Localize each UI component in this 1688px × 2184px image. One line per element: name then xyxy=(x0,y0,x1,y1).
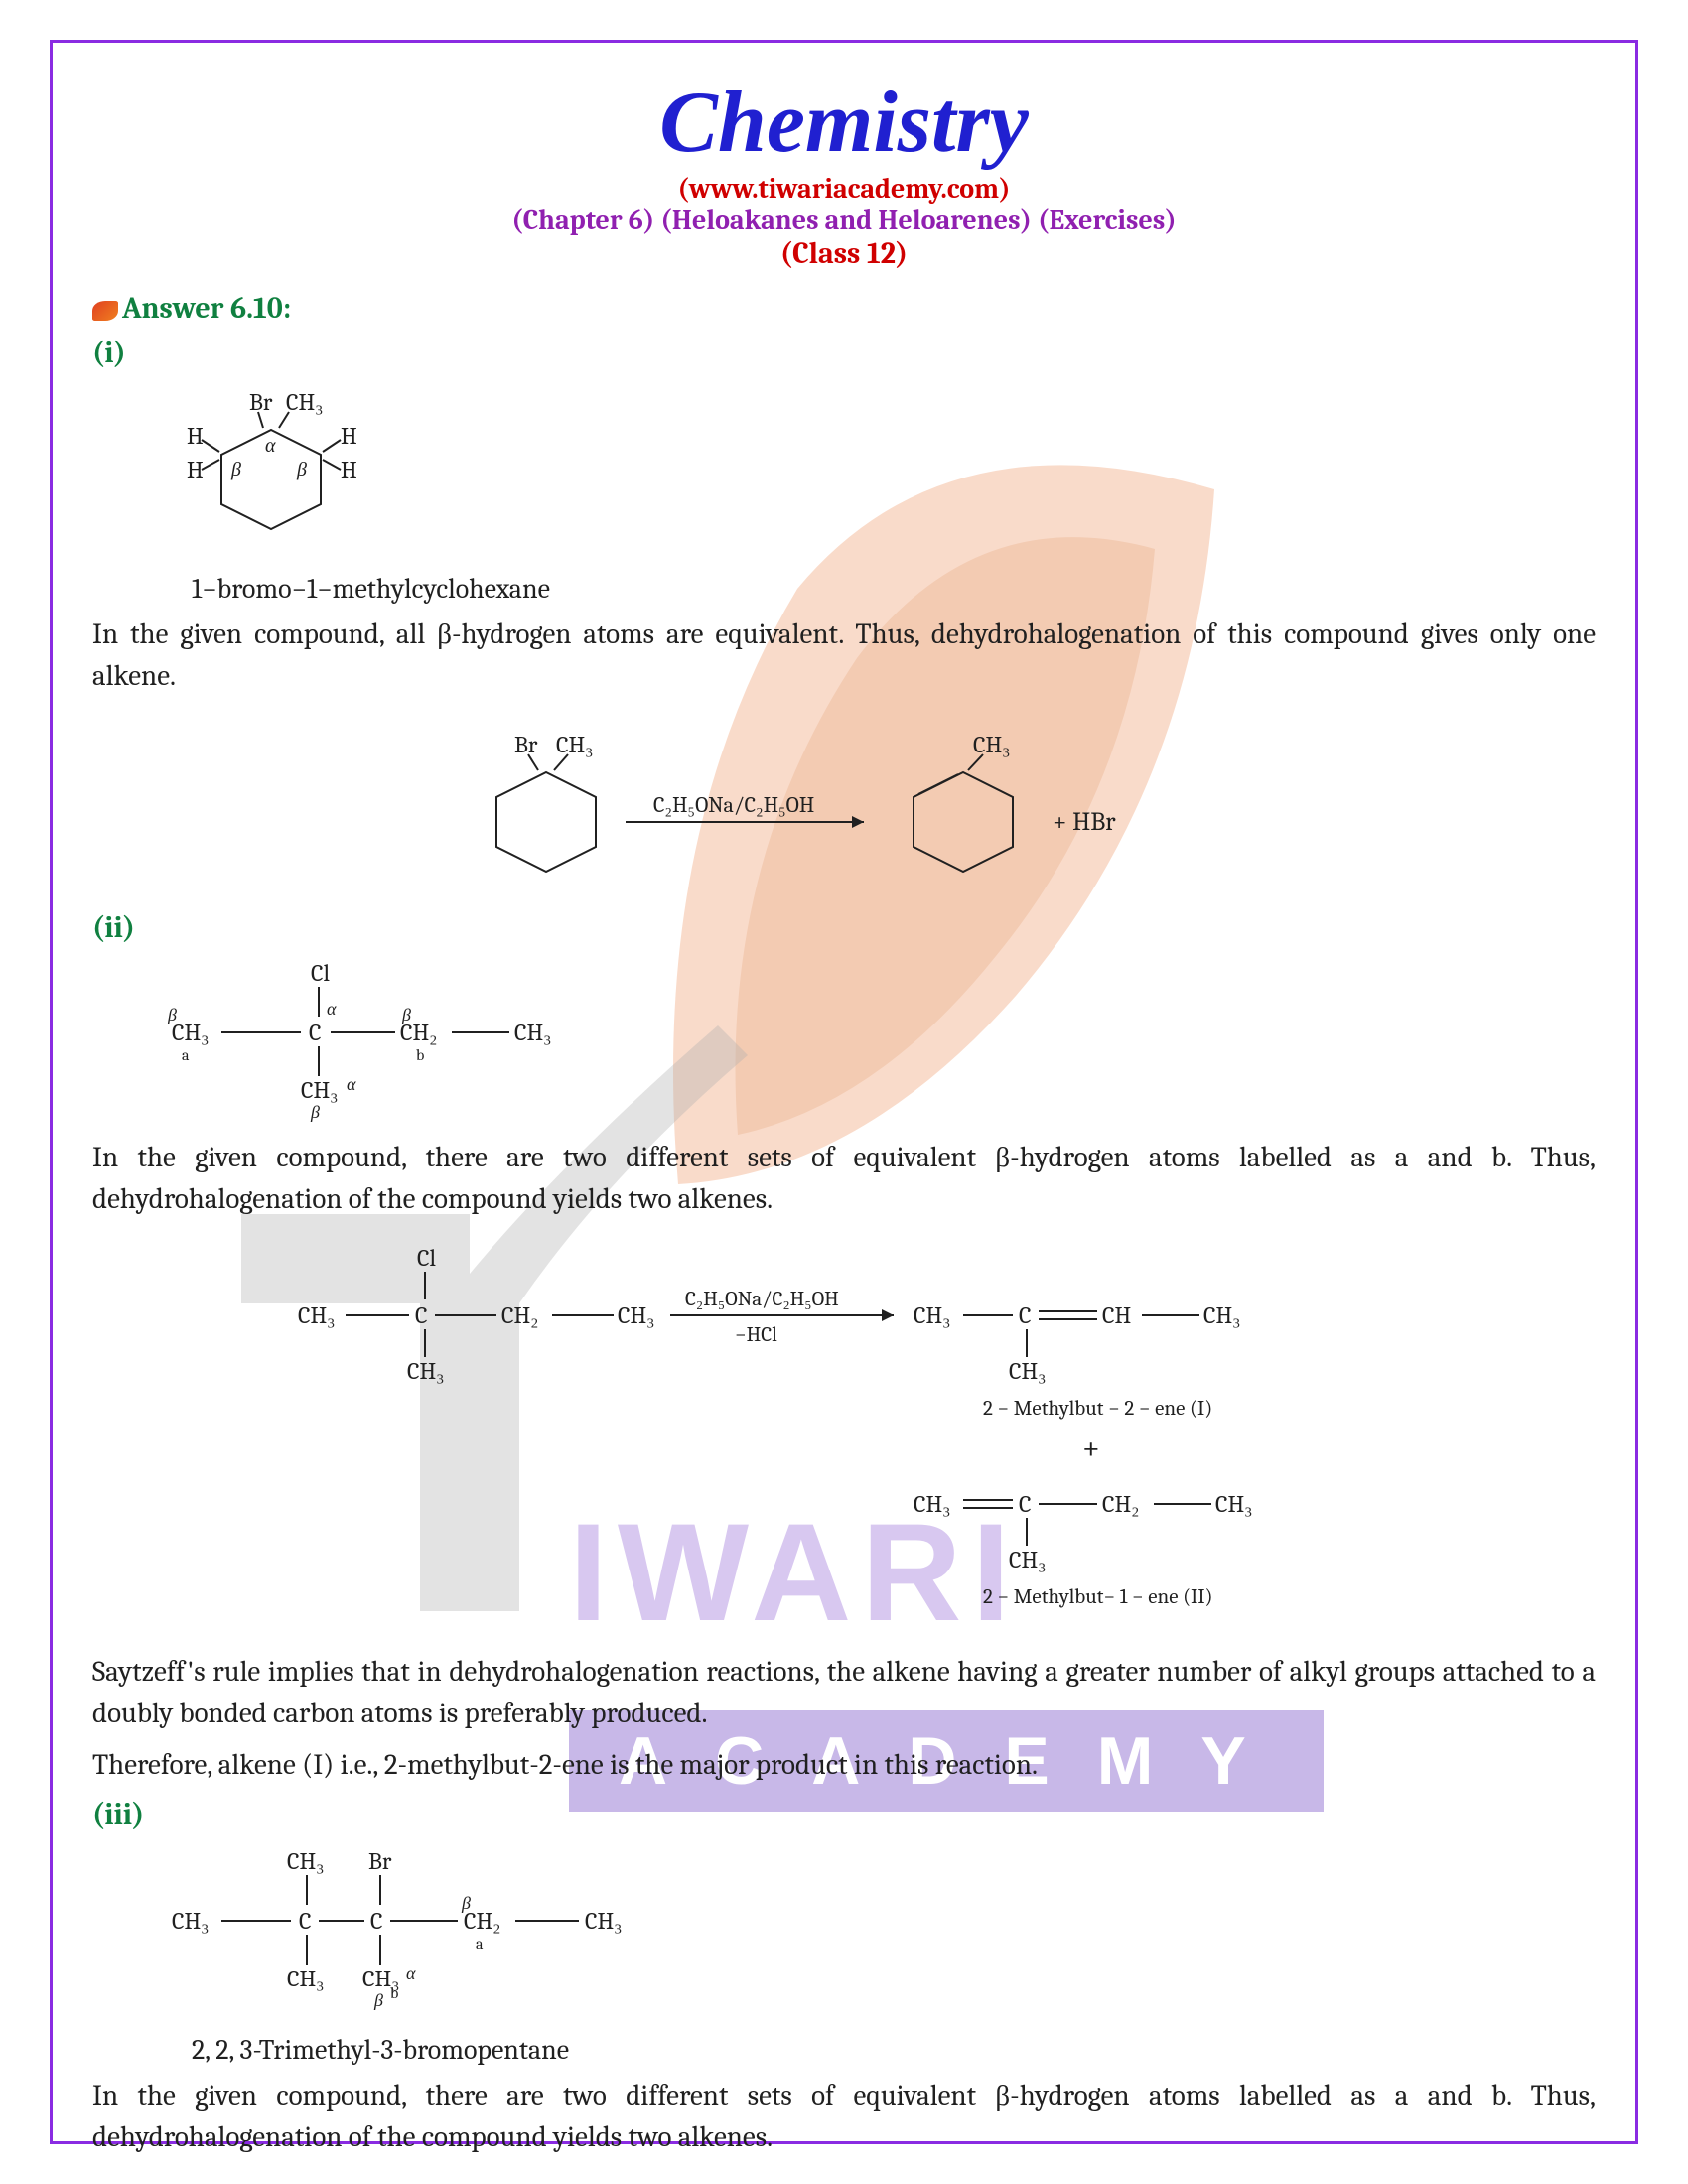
feather-icon xyxy=(92,301,118,321)
svg-text:Cl: Cl xyxy=(417,1244,436,1272)
svg-text:β: β xyxy=(401,1005,411,1025)
svg-text:H: H xyxy=(341,422,357,450)
part-iii-label: (iii) xyxy=(92,1797,1596,1832)
svg-text:β: β xyxy=(167,1005,177,1025)
svg-text:CH₃: CH₃ xyxy=(618,1301,655,1329)
svg-text:CH₃: CH₃ xyxy=(287,1965,325,1992)
svg-text:b: b xyxy=(416,1046,424,1064)
svg-text:CH₃: CH₃ xyxy=(914,1301,951,1329)
svg-text:a: a xyxy=(182,1046,190,1064)
svg-text:CH₃: CH₃ xyxy=(514,1019,552,1046)
svg-text:C: C xyxy=(309,1019,321,1046)
text-iii: In the given compound, there are two dif… xyxy=(92,2076,1596,2159)
svg-text:β: β xyxy=(310,1102,320,1123)
svg-text:β: β xyxy=(230,458,241,480)
svg-text:CH₃: CH₃ xyxy=(1203,1301,1241,1329)
svg-text:H: H xyxy=(187,456,204,483)
svg-text:C: C xyxy=(1019,1301,1031,1329)
svg-text:CH₃: CH₃ xyxy=(973,731,1011,758)
structure-i: Br CH₃ H H H H α β β xyxy=(152,380,1596,563)
svg-text:b: b xyxy=(390,1984,398,2002)
text-i: In the given compound, all β-hydrogen at… xyxy=(92,614,1596,698)
svg-text:β: β xyxy=(373,1990,383,2011)
svg-text:H: H xyxy=(187,422,204,450)
page-header: Chemistry (www.tiwariacademy.com) (Chapt… xyxy=(92,72,1596,271)
svg-text:β: β xyxy=(461,1893,471,1914)
class-line: (Class 12) xyxy=(92,236,1596,271)
svg-text:α: α xyxy=(406,1963,416,1983)
svg-text:CH₂: CH₂ xyxy=(501,1301,539,1329)
svg-text:CH₃: CH₃ xyxy=(585,1907,623,1935)
compound-i-name: 1−bromo−1−methylcyclohexane xyxy=(192,573,1596,605)
part-i-label: (i) xyxy=(92,336,1596,370)
svg-text:H: H xyxy=(341,456,357,483)
reaction-ii: Cl CH₃ C CH₂ CH₃ CH₃ C₂H₅ONa/C₂H₅OH −HCl… xyxy=(92,1236,1596,1637)
svg-text:Br: Br xyxy=(514,731,538,758)
answer-label: Answer 6.10: xyxy=(92,291,1596,326)
svg-text:+ HBr: + HBr xyxy=(1053,807,1116,837)
svg-text:Br: Br xyxy=(368,1847,392,1875)
svg-text:C: C xyxy=(1019,1490,1031,1518)
svg-text:CH₂: CH₂ xyxy=(1102,1490,1140,1518)
svg-text:C: C xyxy=(299,1907,311,1935)
svg-text:CH₃: CH₃ xyxy=(301,1076,339,1104)
svg-text:CH₃: CH₃ xyxy=(1009,1357,1047,1385)
text-ii-3: Therefore, alkene (I) i.e., 2-methylbut-… xyxy=(92,1745,1596,1787)
text-ii-1: In the given compound, there are two dif… xyxy=(92,1138,1596,1221)
svg-text:CH₃: CH₃ xyxy=(1215,1490,1253,1518)
svg-text:CH₃: CH₃ xyxy=(556,731,594,758)
svg-text:C: C xyxy=(370,1907,382,1935)
chapter-line: (Chapter 6) (Heloakanes and Heloarenes) … xyxy=(92,205,1596,236)
svg-text:CH₃: CH₃ xyxy=(298,1301,336,1329)
svg-text:C₂H₅ONa/C₂H₅OH: C₂H₅ONa/C₂H₅OH xyxy=(653,792,814,818)
structure-iii: CH₃ Br CH₃ C C CH₂ CH₃ CH₃ CH₃ xyxy=(152,1842,1596,2024)
svg-text:α: α xyxy=(327,999,337,1020)
svg-text:+: + xyxy=(1082,1430,1100,1466)
svg-text:Cl: Cl xyxy=(311,959,330,987)
svg-text:−HCl: −HCl xyxy=(735,1323,777,1347)
compound-iii-name: 2, 2, 3-Trimethyl-3-bromopentane xyxy=(192,2034,1596,2066)
svg-text:2 − Methylbut − 2 − ene (I): 2 − Methylbut − 2 − ene (I) xyxy=(983,1397,1212,1421)
svg-text:Br: Br xyxy=(249,388,273,416)
part-ii-label: (ii) xyxy=(92,910,1596,945)
svg-text:β: β xyxy=(296,458,307,480)
text-ii-2: Saytzeff's rule implies that in dehydroh… xyxy=(92,1652,1596,1735)
reaction-i: Br CH₃ C₂H₅ONa/C₂H₅OH CH₃ + HBr xyxy=(92,713,1596,895)
svg-text:α: α xyxy=(347,1074,356,1095)
svg-text:a: a xyxy=(476,1935,484,1953)
svg-text:CH: CH xyxy=(1102,1301,1131,1329)
svg-text:C: C xyxy=(415,1301,427,1329)
svg-text:CH₃: CH₃ xyxy=(407,1357,445,1385)
svg-text:CH₃: CH₃ xyxy=(1009,1546,1047,1573)
svg-text:2 − Methylbut− 1 − ene (II): 2 − Methylbut− 1 − ene (II) xyxy=(983,1585,1213,1609)
svg-text:CH₃: CH₃ xyxy=(914,1490,951,1518)
svg-text:α: α xyxy=(265,434,276,457)
website-line: (www.tiwariacademy.com) xyxy=(92,173,1596,205)
structure-ii: Cl CH₃ C CH₂ CH₃ CH₃ β a α β b α xyxy=(152,955,1596,1128)
svg-text:CH₃: CH₃ xyxy=(172,1907,210,1935)
svg-text:C₂H₅ONa/C₂H₅OH: C₂H₅ONa/C₂H₅OH xyxy=(685,1288,839,1311)
svg-text:CH₃: CH₃ xyxy=(172,1019,210,1046)
svg-text:CH₃: CH₃ xyxy=(287,1847,325,1875)
svg-text:CH₃: CH₃ xyxy=(286,388,324,416)
page-title: Chemistry xyxy=(92,72,1596,173)
